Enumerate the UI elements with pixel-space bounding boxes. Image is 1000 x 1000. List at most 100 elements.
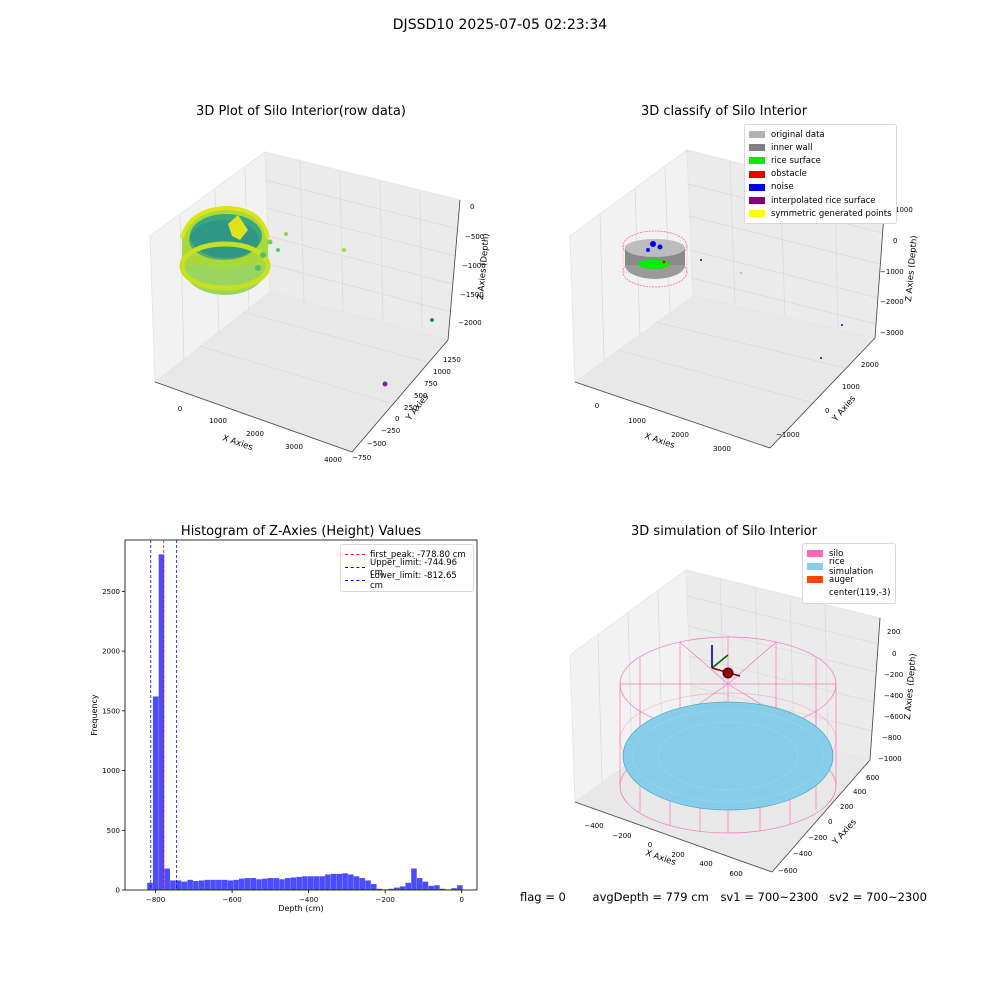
histogram-legend: first_peak: -778.80 cm Upper_limit: -744… (340, 544, 474, 592)
classify-plot-title: 3D classify of Silo Interior (640, 104, 808, 119)
y-tick-label: −500 (367, 440, 386, 448)
x-tick-label: −200 (376, 896, 395, 904)
z-tick-label: 1000 (895, 206, 913, 214)
histogram-bar (296, 876, 302, 890)
legend-label: silo (829, 548, 844, 559)
histogram-bar (439, 888, 446, 890)
histogram-bar (422, 881, 429, 890)
legend-item: obstacle (749, 168, 892, 181)
x-tick-label: −400 (299, 896, 318, 904)
histogram-bar (445, 889, 452, 890)
x-tick-label: 400 (699, 860, 712, 868)
x-tick-label: 0 (459, 896, 463, 904)
histogram-bar (451, 888, 457, 890)
histogram-bar (365, 880, 371, 890)
histogram-bar (158, 554, 165, 890)
legend-swatch (749, 157, 765, 165)
x-tick-label: −400 (584, 822, 603, 830)
x-tick-label: 4000 (324, 456, 342, 464)
x-tick-label: 3000 (713, 445, 731, 453)
histogram-bar (198, 880, 205, 890)
y-tick-label: 1000 (433, 368, 451, 376)
y-tick-label: 200 (840, 803, 853, 811)
legend-swatch (749, 131, 765, 139)
histogram-bar (290, 877, 297, 890)
figure-suptitle: DJSSD10 2025-07-05 02:23:34 (392, 17, 608, 33)
z-axis-label: Z Axies (Depth) (476, 233, 490, 300)
y-tick-label: −750 (352, 454, 371, 462)
sv1-text: sv1 = 700~2300 (720, 890, 819, 904)
legend-item: auger (807, 573, 891, 586)
z-tick-label: −1000 (462, 262, 486, 270)
x-tick-label: 2000 (671, 431, 689, 439)
histogram-bar (416, 878, 423, 890)
histogram-bar (181, 881, 188, 890)
histogram-bar (393, 887, 400, 890)
histogram-bar (187, 879, 193, 890)
histogram-bar (164, 868, 170, 890)
histogram-bar (399, 886, 406, 890)
z-tick-label: −1000 (878, 755, 902, 763)
histogram-bar (261, 878, 268, 890)
classified-cylinder (622, 230, 688, 288)
legend-item: inner wall (749, 141, 892, 154)
histogram-bar (279, 879, 285, 890)
histogram-bar (239, 878, 245, 890)
histogram-bar (411, 868, 417, 890)
histogram-bar (313, 876, 320, 890)
x-ticks: −800 −600 −400 −200 0 (146, 890, 464, 904)
histogram-title: Histogram of Z-Axies (Height) Values (180, 524, 422, 539)
histogram-bar (342, 873, 348, 890)
histogram-bar (405, 882, 411, 890)
legend-label: first_peak: -778.80 cm (370, 549, 466, 560)
y-tick-label: 500 (107, 827, 120, 835)
axis-lines (154, 199, 461, 453)
outlier-points (284, 232, 434, 387)
y-tick-label: −600 (778, 867, 797, 875)
axis-lines (574, 617, 881, 873)
legend-item: interpolated rice surface (749, 194, 892, 207)
legend-label: Upper_limit: -744.96 cm (370, 557, 458, 578)
y-ticks: 0 500 1000 1500 2000 2500 (102, 588, 125, 895)
histogram-bar (428, 885, 434, 890)
legend-item: silo (807, 547, 891, 560)
simulation-legend: silo rice simulation auger center(119,-3… (802, 543, 896, 604)
z-tick-label: 200 (887, 628, 900, 636)
z-tick-label: −1500 (460, 291, 484, 299)
z-tick-label: 0 (893, 237, 897, 245)
y-tick-label: 750 (424, 380, 437, 388)
y-tick-label: −250 (381, 427, 400, 435)
z-tick-label: −400 (884, 692, 903, 700)
histogram-bar (147, 882, 153, 890)
legend-item: symmetric generated points (749, 207, 892, 220)
auger-marker (711, 645, 741, 679)
histogram-bars (147, 554, 463, 890)
z-tick-label: 0 (470, 203, 474, 211)
legend-item: rice simulation (807, 557, 891, 577)
x-tick-label: 1000 (209, 417, 227, 425)
histogram-bar (210, 879, 216, 890)
z-axis-label: Z Axies (Depth) (903, 653, 919, 720)
legend-swatch (807, 550, 823, 558)
legend-label: noise (771, 182, 794, 193)
x-tick-label: 0 (595, 402, 599, 410)
y-tick-label: 250 (404, 404, 417, 412)
x-tick-label: −800 (146, 896, 165, 904)
z-tick-label: −2000 (880, 298, 904, 306)
z-tick-label: −2000 (458, 319, 482, 327)
y-tick-label: 1250 (443, 356, 461, 364)
histogram-bar (221, 879, 228, 890)
legend-swatch (749, 144, 765, 152)
legend-label: center(119,-3) (829, 588, 891, 599)
simulation-3d-plot: −400 −200 0 200 400 600 −600 −400 −200 0… (569, 569, 919, 878)
legend-label: inner wall (771, 142, 813, 153)
z-axis-label: Z Axies (Depth) (904, 235, 920, 302)
legend-item: Lower_limit: -812.65 cm (345, 571, 469, 591)
legend-item: first_peak: -778.80 cm (345, 548, 469, 561)
x-tick-label: 3000 (285, 443, 303, 451)
y-tick-label: 2000 (102, 648, 120, 656)
legend-line (345, 567, 365, 569)
histogram-bar (330, 873, 337, 890)
legend-label: obstacle (771, 169, 807, 180)
histogram-bar (233, 879, 239, 890)
